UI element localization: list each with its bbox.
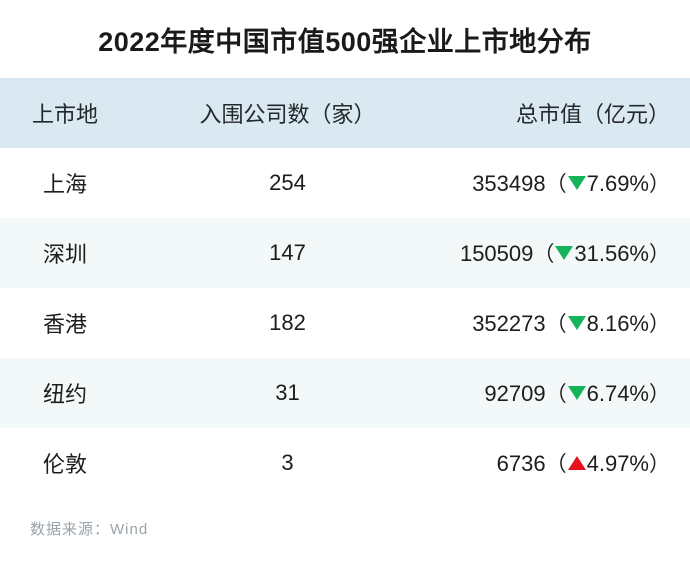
market-value: 353498 [472,171,546,196]
data-table: 上市地 入围公司数（家） 总市值（亿元） 上海 254 353498（ 7.69%… [0,78,690,498]
paren-close: ） [649,313,670,336]
cell-count: 3 [281,450,294,475]
cell-count: 182 [269,310,306,335]
data-source-label: 数据来源：Wind [30,521,149,538]
triangle-up-icon [567,456,586,470]
market-value: 6736 [496,451,546,476]
paren-open: （ [545,383,567,406]
column-header-count: 入围公司数（家） [199,102,376,127]
change-percent: 6.74% [586,381,649,406]
cell-value: 353498（ 7.69%） [395,168,690,198]
cell-value: 352273（ 8.16%） [395,308,690,338]
title-bar: 2022年度中国市值500强企业上市地分布 [0,0,690,78]
triangle-down-icon [567,176,586,190]
paren-close: ） [649,243,670,266]
paren-open: （ [533,243,555,266]
change-percent: 31.56% [574,241,649,266]
table-row: 深圳 147 150509（ 31.56%） [0,218,690,288]
market-value: 352273 [472,311,546,336]
paren-open: （ [545,313,567,336]
table-row: 上海 254 353498（ 7.69%） [0,148,690,218]
cell-count: 31 [275,380,300,405]
table-header-row: 上市地 入围公司数（家） 总市值（亿元） [0,78,690,148]
paren-open: （ [545,173,567,196]
table-row: 伦敦 3 6736（ 4.97%） [0,428,690,498]
triangle-down-icon [567,386,586,400]
column-header-place: 上市地 [31,102,98,127]
footer: 数据来源：Wind [0,498,690,562]
cell-value: 92709（ 6.74%） [395,378,690,408]
cell-place: 纽约 [42,382,87,407]
triangle-down-icon [567,316,586,330]
cell-value: 150509（ 31.56%） [395,238,690,268]
cell-count: 147 [269,240,306,265]
change-percent: 7.69% [586,171,649,196]
cell-count: 254 [269,170,306,195]
market-value: 92709 [484,381,546,406]
market-value: 150509 [459,241,534,266]
cell-value: 6736（ 4.97%） [395,448,690,478]
paren-close: ） [649,453,670,476]
table-row: 香港 182 352273（ 8.16%） [0,288,690,358]
cell-place: 伦敦 [42,452,87,477]
cell-place: 深圳 [42,242,87,267]
page-title: 2022年度中国市值500强企业上市地分布 [98,26,592,57]
change-percent: 8.16% [586,311,649,336]
triangle-down-icon [555,246,574,260]
column-header-value: 总市值（亿元） [515,102,670,127]
paren-close: ） [649,383,670,406]
cell-place: 上海 [42,172,87,197]
cell-place: 香港 [42,312,87,337]
table-row: 纽约 31 92709（ 6.74%） [0,358,690,428]
paren-open: （ [545,453,567,476]
paren-close: ） [649,173,670,196]
change-percent: 4.97% [586,451,649,476]
